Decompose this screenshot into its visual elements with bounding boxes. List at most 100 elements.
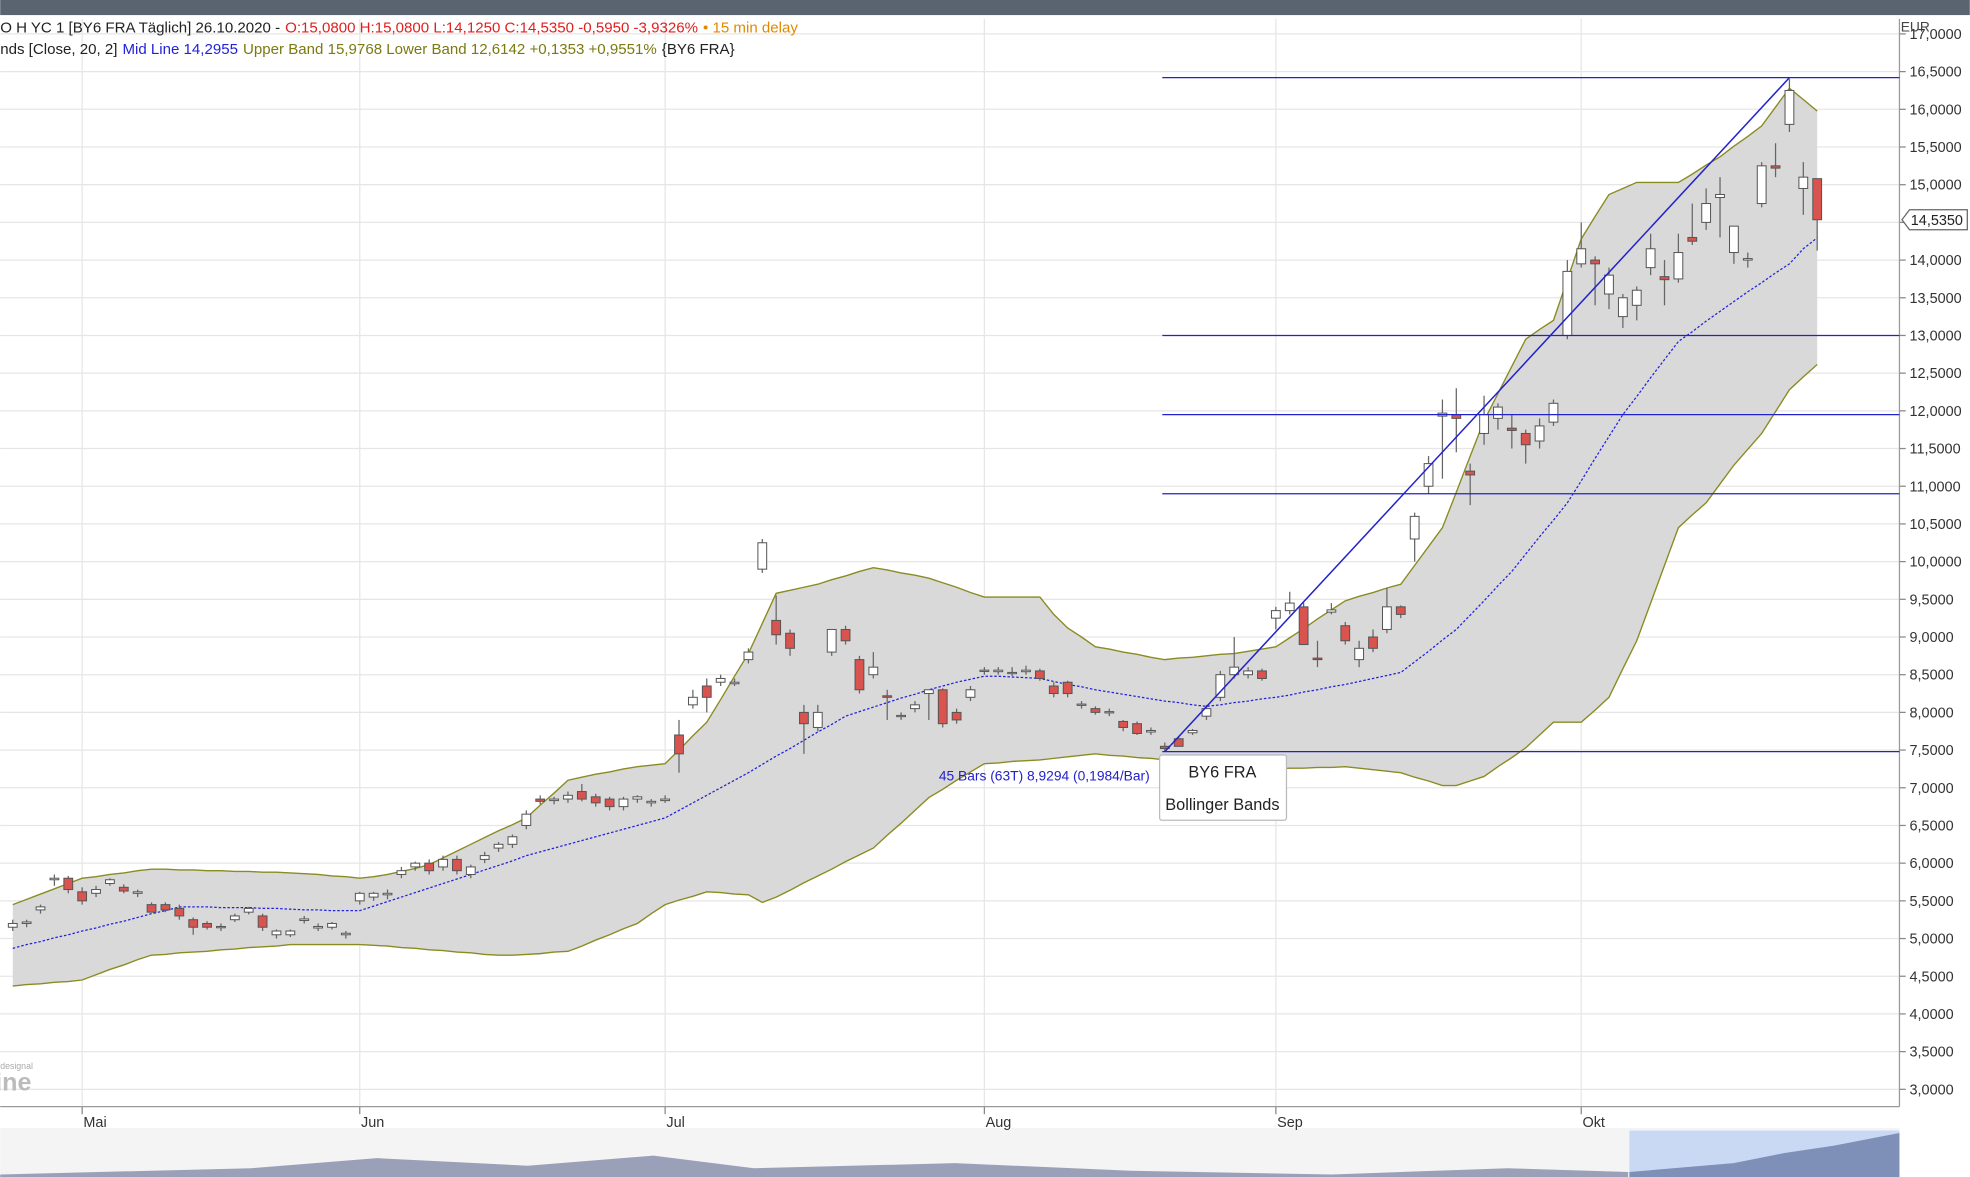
candle-body	[1534, 425, 1545, 442]
watermark-small: designal	[0, 1061, 33, 1071]
tooltip-title: BY6 FRA	[1188, 764, 1256, 782]
candle-body	[965, 689, 976, 698]
candle-body	[132, 891, 143, 894]
header-info: O H YC 1 [BY6 FRA Täglich] 26.10.2020 -	[0, 20, 280, 37]
candle-body	[1298, 606, 1309, 646]
candle-body	[465, 866, 476, 875]
band-fill	[12, 88, 1818, 987]
y-tick-label: 3,5000	[1910, 1045, 1954, 1061]
candle-body	[799, 711, 809, 725]
candle-body	[396, 870, 407, 875]
candle-body	[771, 619, 782, 636]
candle-body	[1645, 248, 1656, 269]
candle-body	[1729, 225, 1739, 254]
candle-body	[549, 798, 559, 802]
x-tick-label: Sep	[1277, 1115, 1303, 1131]
candle-body	[493, 843, 504, 849]
candle-body	[1673, 252, 1684, 280]
candle-body	[354, 892, 365, 902]
y-tick-label: 17,0000	[1910, 27, 1962, 43]
y-tick-label: 9,5000	[1910, 592, 1954, 608]
trend-annotation: 45 Bars (63T) 8,9294 (0,1984/Bar)	[939, 767, 1150, 783]
candle-body	[1382, 606, 1392, 630]
candle-body	[1284, 602, 1295, 612]
plot: 17,000016,500016,000015,500015,000014,50…	[0, 18, 1968, 1131]
currency: EUR	[1901, 18, 1930, 34]
candle-body	[160, 904, 171, 911]
candle-body	[590, 796, 601, 804]
candle-body	[1132, 723, 1142, 735]
candle-body	[1631, 289, 1642, 306]
last-price-label: 14,5350	[1911, 213, 1963, 229]
candle-body	[1479, 414, 1489, 434]
header-bands: Upper Band 15,9768 Lower Band 12,6142 +0…	[243, 41, 657, 58]
candle-body	[479, 855, 490, 860]
y-tick-label: 6,5000	[1910, 818, 1954, 834]
candle-body	[1742, 258, 1753, 261]
candle-body	[1659, 276, 1670, 281]
candle-body	[632, 796, 643, 800]
candle-body	[1784, 89, 1795, 125]
candle-body	[785, 632, 795, 649]
candle-body	[1354, 647, 1365, 661]
trend-line	[1164, 77, 1790, 753]
candle-body	[105, 879, 115, 885]
y-tick-label: 6,0000	[1910, 856, 1954, 872]
candle-body	[1756, 165, 1767, 205]
candle-body	[535, 798, 546, 802]
candle-body	[715, 677, 726, 683]
candle-body	[868, 666, 879, 676]
y-tick-label: 10,0000	[1910, 555, 1962, 571]
candle-body	[646, 800, 657, 804]
candle-body	[1520, 432, 1531, 446]
candle-body	[63, 877, 74, 891]
y-tick-label: 14,0000	[1910, 253, 1962, 269]
candle-body	[1034, 670, 1045, 679]
candle-body	[202, 922, 212, 928]
candle-body	[1576, 248, 1587, 265]
candle-body	[1340, 625, 1351, 642]
candle-body	[1048, 685, 1059, 695]
candle-body	[368, 892, 379, 898]
candle-body	[979, 669, 990, 672]
x-tick-label: Jun	[361, 1115, 384, 1131]
candle-body	[1395, 606, 1406, 615]
candle-body	[1173, 738, 1184, 747]
candle-body	[1076, 703, 1087, 706]
candle-body	[951, 711, 962, 721]
candle-body	[340, 932, 351, 936]
candle-body	[1617, 297, 1628, 318]
candle-body	[882, 695, 893, 698]
candle-body	[424, 862, 435, 872]
candle-body	[576, 791, 587, 800]
candle-body	[1062, 681, 1073, 695]
y-tick-label: 3,0000	[1910, 1082, 1954, 1098]
candle-body	[923, 689, 934, 695]
candle-body	[910, 704, 920, 710]
candle-body	[118, 886, 129, 892]
candle-body	[854, 659, 865, 691]
y-tick-label: 5,0000	[1910, 932, 1954, 948]
candle-body	[826, 628, 837, 653]
y-tick-label: 11,5000	[1910, 442, 1961, 458]
y-tick-label: 4,5000	[1910, 969, 1954, 985]
candle-body	[1146, 729, 1156, 733]
candle-body	[1812, 178, 1823, 221]
header-symbol: {BY6 FRA}	[662, 41, 735, 58]
candle-body	[1368, 636, 1378, 649]
candle-body	[271, 930, 282, 936]
candle-body	[896, 714, 906, 718]
y-tick-label: 10,5000	[1910, 517, 1962, 533]
x-tick-label: Aug	[986, 1115, 1012, 1131]
candle-body	[674, 734, 684, 755]
y-tick-label: 13,0000	[1910, 328, 1962, 344]
candle-body	[1257, 670, 1267, 679]
candle-body	[452, 858, 462, 872]
candle-body	[410, 862, 421, 868]
candle-body	[521, 813, 532, 826]
candle-body	[840, 628, 851, 642]
candle-body	[618, 798, 629, 808]
candle-body	[1506, 427, 1517, 431]
